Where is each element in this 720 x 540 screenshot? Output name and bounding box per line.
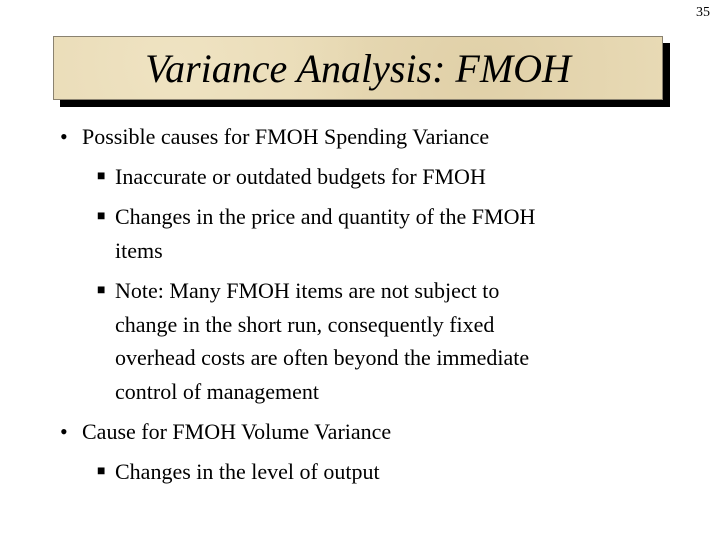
sub-bullet-text: items [115,238,163,263]
sub-bullet-text: Note: Many FMOH items are not subject to [115,278,500,303]
bullet-icon: • [60,124,68,149]
sub-bullet-text: overhead costs are often beyond the imme… [115,345,530,370]
square-bullet-icon: ■ [97,169,106,184]
slide-number: 35 [696,5,710,20]
title-text: Variance Analysis: FMOH [145,45,571,91]
square-bullet-icon: ■ [97,464,106,479]
sub-bullet-text: change in the short run, consequently fi… [115,312,495,337]
sub-bullet-text: Changes in the level of output [115,459,380,484]
sub-bullet-text: Changes in the price and quantity of the… [115,204,536,229]
slide-title: Variance Analysis: FMOH [53,36,663,100]
sub-bullet-text: control of management [115,379,320,404]
bullet-text: Possible causes for FMOH Spending Varian… [82,124,490,149]
bullet-text: Cause for FMOH Volume Variance [82,419,392,444]
square-bullet-icon: ■ [97,283,106,298]
bullet-icon: • [60,419,68,444]
square-bullet-icon: ■ [97,209,106,224]
sub-bullet-text: Inaccurate or outdated budgets for FMOH [115,164,486,189]
